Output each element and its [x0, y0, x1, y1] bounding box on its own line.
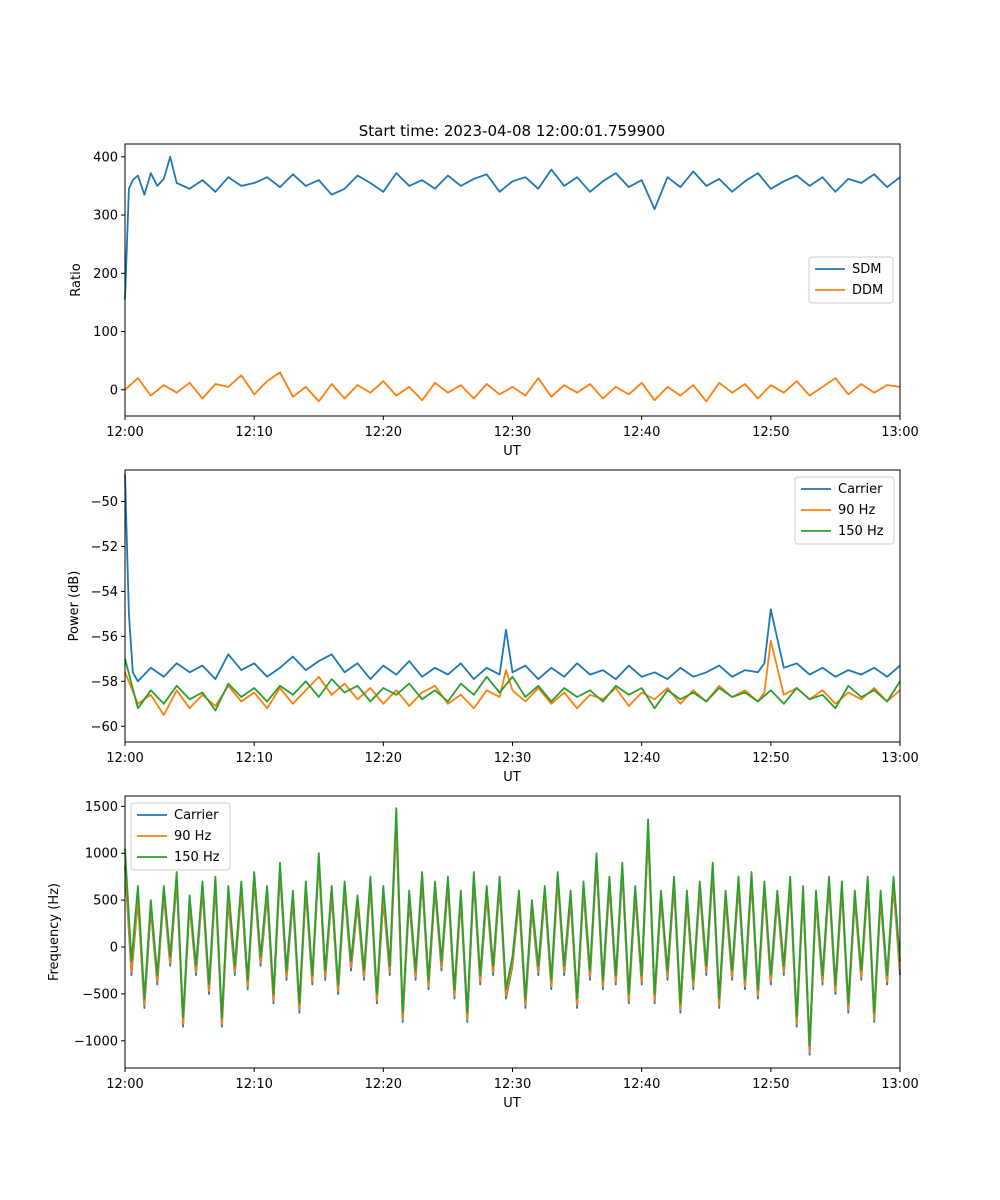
- ratio-x-axis-label: UT: [503, 444, 521, 459]
- ratio-x-tick-label: 12:00: [106, 425, 143, 440]
- power-series-150-hz: [124, 658, 901, 712]
- power-y-tick-label: −58: [91, 675, 118, 690]
- frequency-series-150-hz: [124, 807, 901, 1047]
- frequency-y-tick-label: 0: [110, 941, 118, 956]
- ratio-legend-sdm-label: SDM: [852, 262, 881, 277]
- ratio-x-tick-label: 12:10: [235, 425, 272, 440]
- panel-power: −60−58−56−54−52−50 12:00 12:10 12:20 12:30 1…: [67, 469, 919, 785]
- ratio-y-tick-label: 300: [93, 209, 118, 224]
- power-y-tick-label: −56: [91, 630, 118, 645]
- frequency-y-tick-label: −1000: [74, 1034, 118, 1049]
- ratio-legend-ddm-label: DDM: [852, 283, 883, 298]
- frequency-legend: Carrier 90 Hz 150 Hz: [130, 802, 231, 871]
- power-y-ticks: −60 −58 −56 −54 −52 −50: [91, 495, 125, 735]
- ratio-y-axis-label: Ratio: [69, 263, 84, 296]
- power-x-tick-label: 12:10: [235, 751, 272, 766]
- frequency-x-tick-label: 12:10: [235, 1077, 272, 1092]
- power-x-tick-label: 12:30: [494, 751, 531, 766]
- power-x-tick-label: 12:50: [752, 751, 789, 766]
- ratio-y-tick-label: 100: [93, 325, 118, 340]
- ratio-x-tick-label: 12:40: [623, 425, 660, 440]
- power-legend-box: [794, 476, 895, 545]
- ratio-x-tick-label: 12:30: [494, 425, 531, 440]
- power-y-tick-label: −60: [91, 720, 118, 735]
- ratio-y-tick-label: 400: [93, 150, 118, 165]
- frequency-legend-box: [130, 802, 231, 871]
- panel-ratio: Start time: 2023-04-08 12:00:01.759900 0…: [69, 122, 919, 459]
- frequency-legend-carrier-label: Carrier: [174, 808, 219, 823]
- power-legend-150hz-label: 150 Hz: [838, 524, 884, 539]
- power-y-tick-label: −52: [91, 540, 118, 555]
- ratio-y-ticks: 0 100 200 300 400: [93, 150, 125, 398]
- figure-title: Start time: 2023-04-08 12:00:01.759900: [359, 122, 665, 140]
- ratio-x-tick-label: 12:20: [365, 425, 402, 440]
- ratio-y-tick-label: 0: [110, 383, 118, 398]
- frequency-y-tick-label: 500: [93, 894, 118, 909]
- power-x-tick-label: 12:20: [365, 751, 402, 766]
- frequency-y-tick-label: 1500: [85, 800, 118, 815]
- power-x-tick-label: 12:40: [623, 751, 660, 766]
- ratio-x-ticks: 12:00 12:10 12:20 12:30 12:40 12:50 13:00: [106, 416, 919, 440]
- frequency-y-ticks: −1000 −500 0 500 1000 1500: [74, 800, 125, 1049]
- ratio-x-tick-label: 12:50: [752, 425, 789, 440]
- power-x-axis-label: UT: [503, 770, 521, 785]
- frequency-x-tick-label: 12:30: [494, 1077, 531, 1092]
- ratio-y-tick-label: 200: [93, 267, 118, 282]
- power-x-tick-label: 13:00: [881, 751, 918, 766]
- power-y-tick-label: −54: [91, 585, 118, 600]
- frequency-y-tick-label: −500: [82, 987, 118, 1002]
- frequency-y-axis-label: Frequency (Hz): [47, 883, 62, 981]
- ratio-legend: SDM DDM: [808, 256, 894, 304]
- power-y-tick-label: −50: [91, 495, 118, 510]
- power-legend-90hz-label: 90 Hz: [838, 503, 875, 518]
- power-x-ticks: 12:00 12:10 12:20 12:30 12:40 12:50 13:00: [106, 742, 919, 766]
- ratio-series-ddm: [124, 371, 901, 403]
- power-legend-carrier-label: Carrier: [838, 482, 883, 497]
- frequency-legend-150hz-label: 150 Hz: [174, 850, 220, 865]
- ratio-plot-lines: [124, 155, 901, 403]
- power-plot-lines: [124, 474, 901, 716]
- frequency-x-tick-label: 12:40: [623, 1077, 660, 1092]
- frequency-x-axis-label: UT: [503, 1096, 521, 1111]
- frequency-x-tick-label: 13:00: [881, 1077, 918, 1092]
- frequency-y-tick-label: 1000: [85, 847, 118, 862]
- frequency-plot-lines: [124, 807, 901, 1056]
- frequency-x-tick-label: 12:00: [106, 1077, 143, 1092]
- power-series-90-hz: [124, 639, 901, 716]
- frequency-x-tick-label: 12:20: [365, 1077, 402, 1092]
- power-series-carrier: [124, 474, 901, 683]
- power-legend: Carrier 90 Hz 150 Hz: [794, 476, 895, 545]
- frequency-legend-90hz-label: 90 Hz: [174, 829, 211, 844]
- power-x-tick-label: 12:00: [106, 751, 143, 766]
- frequency-x-ticks: 12:00 12:10 12:20 12:30 12:40 12:50 13:00: [106, 1068, 919, 1092]
- ratio-x-tick-label: 13:00: [881, 425, 918, 440]
- power-y-axis-label: Power (dB): [67, 571, 82, 642]
- frequency-x-tick-label: 12:50: [752, 1077, 789, 1092]
- ratio-series-sdm: [124, 155, 901, 300]
